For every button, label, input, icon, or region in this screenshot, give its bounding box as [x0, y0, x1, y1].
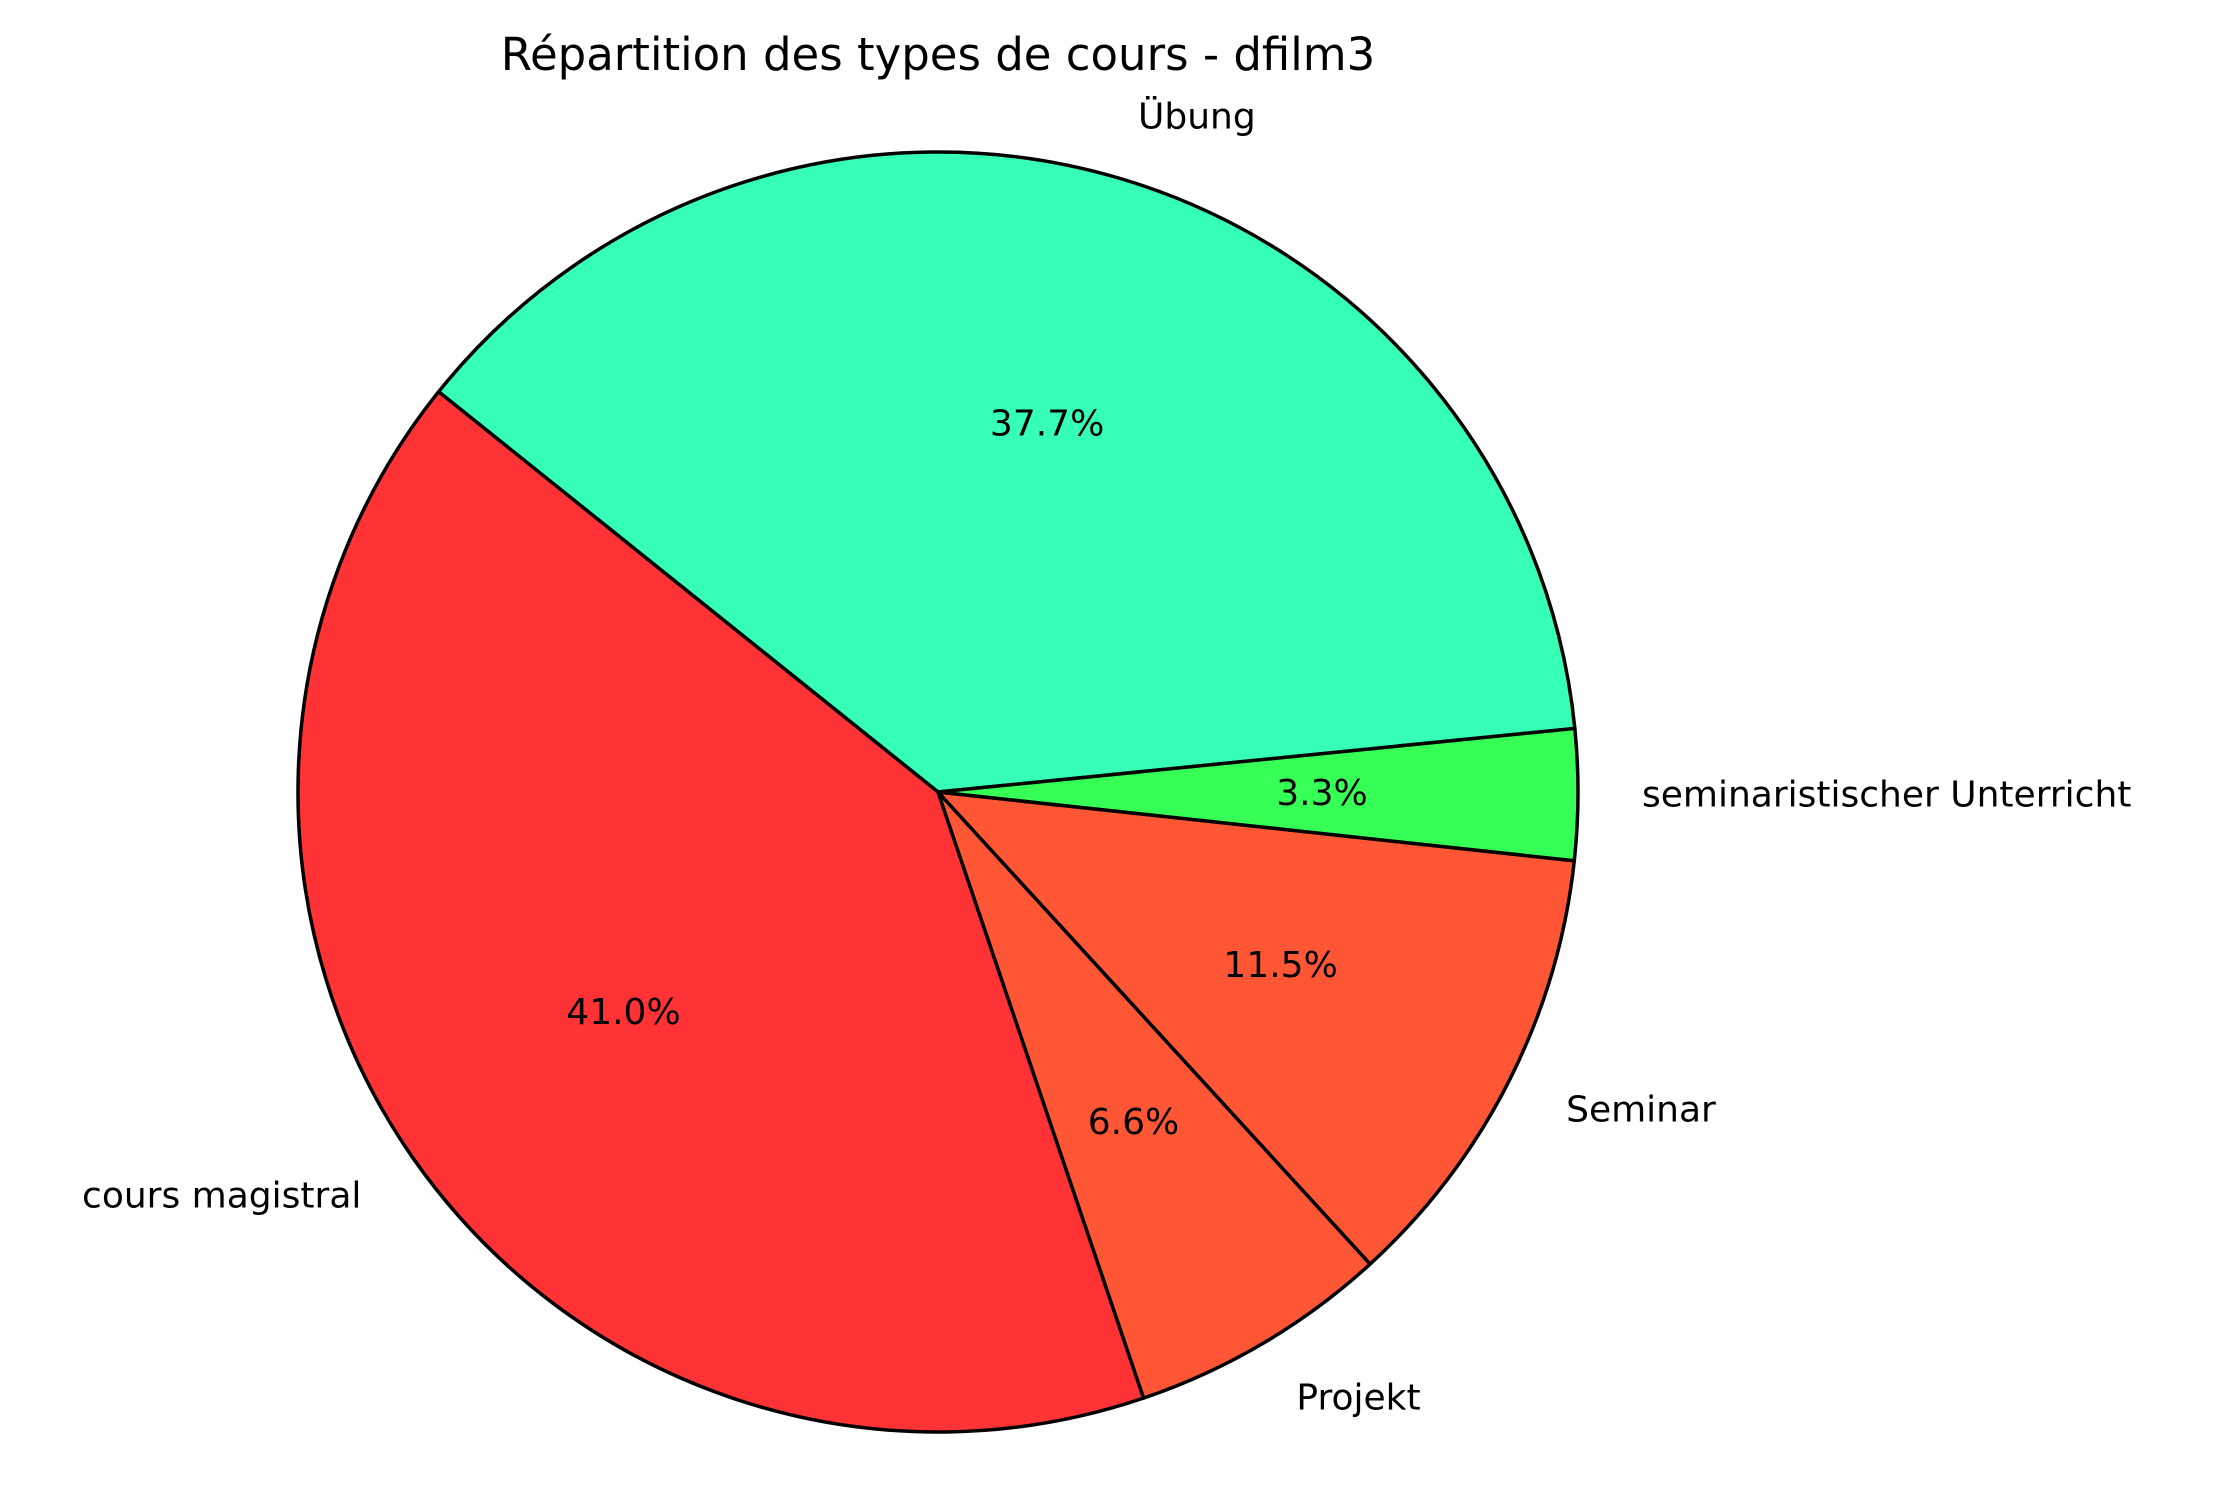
slice-label-ubung: Übung — [1138, 96, 1256, 138]
pie-labels: Übung 37.7% cours magistral 41.0% Projekt 6.6… — [82, 96, 2131, 1419]
pie-slice-projekt — [936, 790, 1372, 1400]
pie-slice-seminaristischer-unterricht — [936, 726, 1580, 863]
slice-label-cours-magistral: cours magistral — [82, 1175, 361, 1216]
pie-slice-cours-magistral — [296, 389, 1146, 1434]
pct-label-seminaristischer-unterricht: 3.3% — [1276, 773, 1367, 814]
pct-label-projekt: 6.6% — [1088, 1102, 1179, 1143]
pct-label-seminar: 11.5% — [1223, 945, 1337, 986]
pie-slice-seminar — [936, 790, 1577, 1266]
pct-label-cours-magistral: 41.0% — [566, 992, 680, 1033]
pct-label-ubung: 37.7% — [990, 403, 1104, 444]
slice-label-projekt: Projekt — [1296, 1377, 1420, 1418]
pie-slices — [296, 150, 1580, 1434]
slice-label-seminar: Seminar — [1566, 1089, 1716, 1130]
chart-title: Répartition des types de cours - dfilm3 — [501, 28, 1376, 81]
slice-label-seminaristischer-unterricht: seminaristischer Unterricht — [1642, 774, 2131, 815]
pie-slice-ubung — [436, 150, 1577, 794]
